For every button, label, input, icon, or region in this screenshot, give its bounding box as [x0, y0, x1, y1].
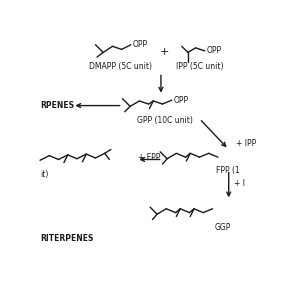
Text: + FPP: + FPP	[138, 153, 160, 162]
Text: + IPP: + IPP	[237, 139, 257, 148]
Text: FPP (1: FPP (1	[216, 166, 240, 176]
Text: OPP: OPP	[206, 46, 221, 55]
Text: it): it)	[40, 170, 49, 178]
Text: OPP: OPP	[173, 96, 188, 105]
Text: GGP: GGP	[215, 223, 231, 232]
Text: RITERPENES: RITERPENES	[40, 234, 94, 243]
Text: IPP (5C unit): IPP (5C unit)	[176, 62, 223, 71]
Text: + I: + I	[234, 179, 245, 188]
Text: RPENES: RPENES	[40, 101, 74, 110]
Text: +: +	[160, 47, 170, 57]
Text: DMAPP (5C unit): DMAPP (5C unit)	[89, 62, 152, 71]
Text: OPP: OPP	[132, 40, 148, 49]
Text: GPP (10C unit): GPP (10C unit)	[137, 116, 193, 125]
